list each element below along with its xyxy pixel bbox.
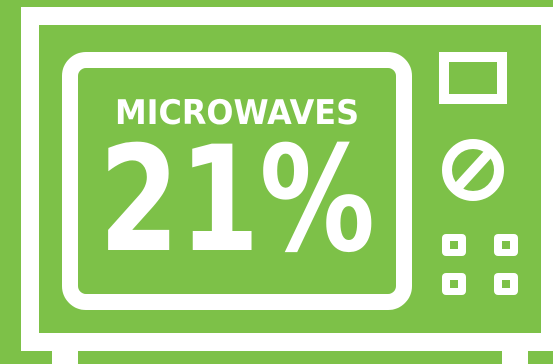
microwave-body (21, 7, 553, 351)
category-label: MICROWAVES (115, 93, 359, 133)
microwave-display (439, 52, 507, 104)
microwave-leg-left (52, 342, 78, 364)
microwave-door-window (62, 52, 412, 310)
microwave-icon (21, 7, 553, 364)
keypad-icon (442, 234, 518, 295)
microwave-leg-right (502, 342, 528, 364)
dial-icon (442, 139, 504, 201)
percentage-value: 21% (99, 115, 375, 285)
